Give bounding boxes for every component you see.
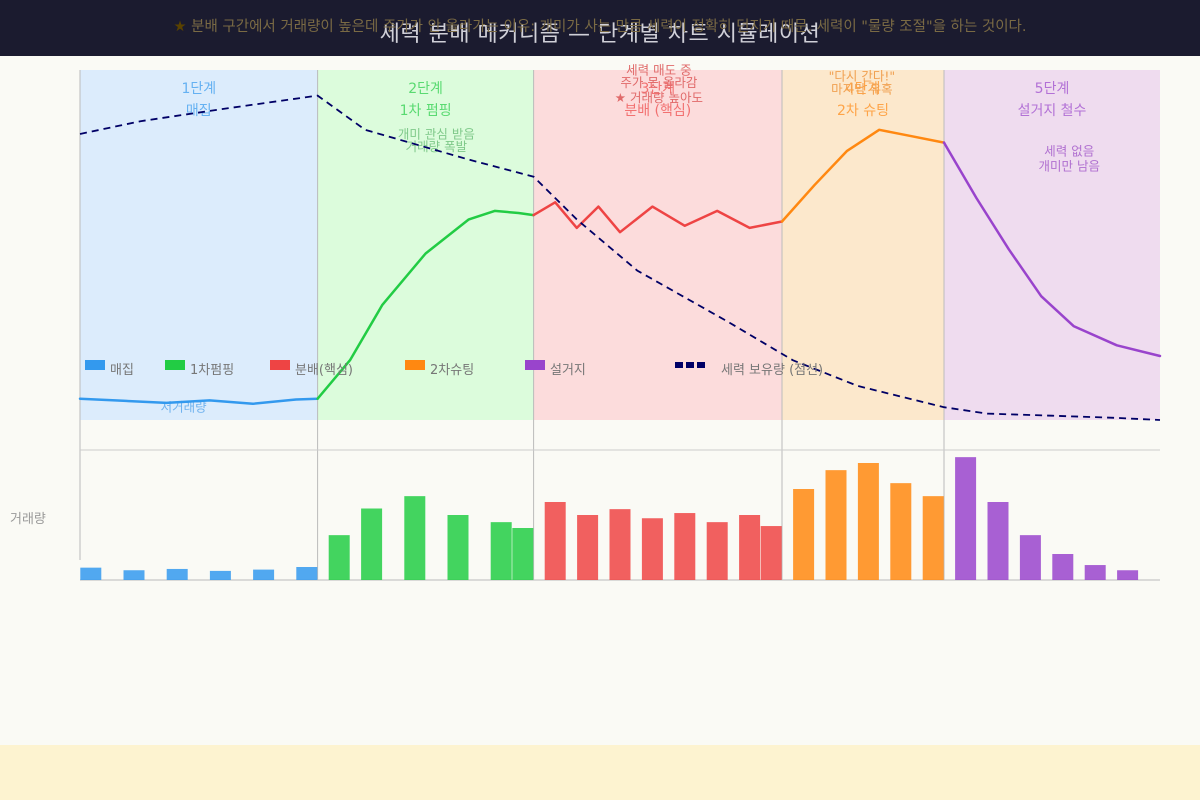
volume-bar-9 <box>447 515 469 580</box>
phase-bg-distribution <box>533 70 782 420</box>
volume-bar-26 <box>987 502 1009 580</box>
volume-bar-12 <box>544 502 566 580</box>
volume-bar-10 <box>490 522 512 580</box>
legend-label-5: 세력 보유량 (점선) <box>721 363 823 378</box>
phase-title-accumulation: 1단계 <box>181 81 216 97</box>
volume-bar-1 <box>123 570 145 580</box>
phase-subtitle-accumulation: 매집 <box>186 103 212 119</box>
phase-title-distribution: 3단계 <box>640 81 675 97</box>
annotation-8: 세력 없음 <box>1044 143 1094 158</box>
volume-bar-16 <box>674 513 696 580</box>
phase-title-pump: 2단계 <box>408 81 443 97</box>
legend-label-0: 매집 <box>110 363 134 378</box>
legend-label-4: 설거지 <box>550 363 586 378</box>
legend-label-3: 2차슈팅 <box>430 363 474 378</box>
phase-title-shooting: 4단계 <box>846 81 881 97</box>
volume-bar-28 <box>1052 554 1074 580</box>
volume-bar-3 <box>209 570 231 580</box>
volume-bar-17 <box>706 522 728 580</box>
annotation-5: ★ 거래량 높아도 <box>615 90 703 105</box>
annotation-7: 마지막 유혹 <box>831 81 892 96</box>
volume-bar-18 <box>739 515 761 580</box>
annotation-3: 세력 매도 중 <box>626 62 691 77</box>
price-lines <box>78 128 1162 406</box>
volume-bar-0 <box>80 567 102 580</box>
chart-title: 세력 분배 메커니즘 — 단계별 차트 시뮬레이션 <box>379 22 821 47</box>
volume-bar-22 <box>857 463 879 580</box>
volume-bar-5 <box>296 567 318 580</box>
holdings-line <box>79 94 1161 421</box>
legend-swatch-4 <box>525 360 545 370</box>
annotation-6: "다시 간다!" <box>829 69 895 84</box>
annotation-4: 주가 못 올라감 <box>620 75 697 90</box>
phase-subtitle-distribution: 분배 (핵심) <box>624 103 691 119</box>
price-line-shooting <box>780 128 946 223</box>
volume-bar-29 <box>1084 565 1106 580</box>
holdings-line-path <box>79 94 1161 421</box>
volume-bar-8 <box>404 496 426 580</box>
volume-bar-21 <box>825 470 847 580</box>
price-line-dump <box>942 141 1162 358</box>
phase-backgrounds <box>80 70 1160 420</box>
volume-bar-30 <box>1117 570 1139 580</box>
volume-bar-2 <box>166 568 188 580</box>
volume-bar-11 <box>512 528 534 580</box>
annotation-1: 개미 관심 받음 <box>398 126 475 141</box>
volume-bar-24 <box>922 496 944 580</box>
legend: 매집 1차펌핑 분배(핵심) 2차슈팅 설거지 세력 보유량 (점선) <box>85 360 823 378</box>
footer-note <box>0 745 1200 800</box>
volume-bar-4 <box>253 569 275 580</box>
volume-panel: 거래량 <box>10 457 1139 580</box>
legend-swatch-1 <box>165 360 185 370</box>
volume-bar-14 <box>609 509 631 580</box>
phase-subtitle-dump: 설거지 철수 <box>1018 103 1087 119</box>
price-line-pump <box>316 209 535 400</box>
volume-bar-6 <box>328 535 350 580</box>
volume-bar-13 <box>577 515 599 580</box>
volume-bar-25 <box>955 457 977 580</box>
volume-label: 거래량 <box>10 512 46 527</box>
phase-title-dump: 5단계 <box>1035 81 1070 97</box>
legend-swatch-3 <box>405 360 425 370</box>
volume-bar-15 <box>641 518 663 580</box>
annotation-2: 거래량 폭발 <box>406 139 468 154</box>
legend-label-1: 1차펌핑 <box>190 363 234 378</box>
price-line-distribution <box>532 201 784 234</box>
phase-bg-pump <box>317 70 534 420</box>
legend-swatch-2 <box>270 360 290 370</box>
phase-subtitle-pump: 1차 펌핑 <box>400 103 452 119</box>
title-bar <box>0 0 1200 56</box>
phase-subtitle-shooting: 2차 슈팅 <box>837 103 889 119</box>
star-icon: ★ <box>173 19 187 35</box>
price-line-accumulation <box>78 397 319 406</box>
annotation-9: 개미만 남음 <box>1039 158 1100 173</box>
volume-bar-20 <box>793 489 815 580</box>
footer-note-text: ★ 분배 구간에서 거래량이 높은데 주가가 안 올라가는 이유: 개미가 사는… <box>0 0 1200 55</box>
volume-bar-23 <box>890 483 912 580</box>
legend-label-2: 분배(핵심) <box>295 363 353 378</box>
volume-bar-27 <box>1019 535 1041 580</box>
legend-swatch-0 <box>85 360 105 370</box>
volume-bar-19 <box>760 526 782 580</box>
phase-bg-dump <box>944 70 1160 420</box>
volume-bar-7 <box>361 508 383 580</box>
footer-text: 분배 구간에서 거래량이 높은데 주가가 안 올라가는 이유: 개미가 사는 만… <box>191 19 1027 35</box>
phase-bg-shooting <box>782 70 944 420</box>
